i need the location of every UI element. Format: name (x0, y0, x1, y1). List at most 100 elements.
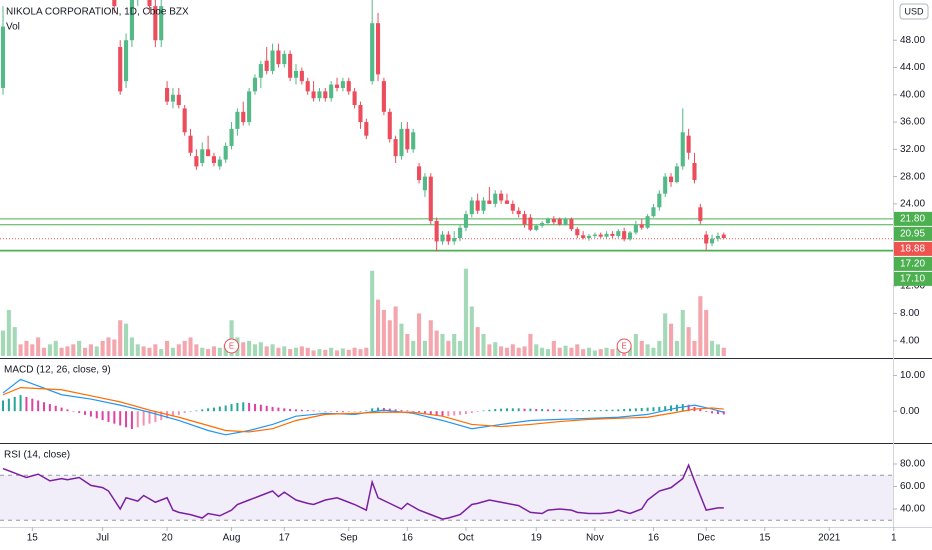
volume-bar (604, 347, 609, 356)
candle-body (663, 176, 668, 194)
candle-body (399, 128, 404, 157)
candle-body (346, 81, 351, 92)
currency-box[interactable] (899, 3, 929, 20)
candle-body (698, 207, 703, 221)
macd-histogram-bar (253, 404, 256, 412)
candle-body (715, 235, 720, 239)
macd-histogram-bar (371, 408, 374, 412)
volume-bar (358, 349, 363, 356)
macd-histogram-bar (13, 396, 16, 412)
level-label-box (894, 211, 932, 226)
candle-body (229, 128, 234, 146)
candle-body (633, 224, 638, 233)
volume-bar (598, 349, 603, 356)
volume-bar (663, 313, 668, 356)
macd-histogram-bar (277, 407, 280, 412)
macd-histogram-bar (230, 404, 233, 412)
candle-body (592, 234, 597, 236)
macd-histogram-bar (541, 409, 544, 412)
macd-histogram-bar (60, 407, 63, 412)
candle-body (112, 0, 117, 7)
price-tick-label: 32.00 (900, 144, 925, 155)
volume-bar (270, 344, 275, 356)
volume-bar (616, 347, 621, 356)
x-tick-label: Dec (697, 533, 715, 544)
macd-histogram-bar (388, 408, 391, 412)
x-tick-label: Nov (586, 533, 604, 544)
candle-body (510, 203, 515, 211)
candle-body (211, 156, 217, 163)
volume-bar (434, 330, 439, 356)
macd-histogram-bar (500, 408, 503, 412)
candle-body (721, 234, 726, 238)
candle-body (668, 176, 674, 183)
macd-histogram-bar (89, 411, 92, 417)
macd-label: MACD (12, 26, close, 9) (4, 365, 111, 376)
volume-bar (100, 340, 105, 356)
volume-bar (516, 347, 521, 356)
candle-body (170, 94, 175, 102)
macd-histogram-bar (207, 408, 210, 412)
x-tick-label: 15 (27, 533, 39, 544)
volume-bar (610, 349, 615, 356)
volume-bar (551, 340, 556, 356)
volume-bar (364, 347, 369, 356)
volume-bar (692, 340, 697, 356)
macd-histogram-bar (289, 409, 292, 412)
rsi-tick-label: 40.00 (900, 504, 925, 515)
volume-tick-label: 4.00 (900, 336, 920, 347)
price-tick-label: 40.00 (900, 89, 925, 100)
volume-bar (135, 344, 140, 356)
volume-bar (698, 296, 703, 356)
candle-body (598, 234, 603, 237)
volume-bar (469, 306, 474, 356)
volume-bar (36, 337, 41, 356)
volume-bar (352, 347, 357, 356)
volume-bar (176, 344, 181, 356)
macd-histogram-bar (482, 410, 485, 412)
volume-bar (715, 344, 720, 356)
volume-bar (182, 340, 187, 356)
volume-bar (522, 346, 527, 356)
level-label-box (894, 271, 932, 286)
volume-bar (575, 344, 580, 356)
rsi-label: RSI (14, close) (4, 450, 70, 461)
volume-tick-label: 12.00 (900, 281, 925, 292)
candle-body (563, 218, 568, 225)
candle-body (276, 50, 281, 65)
candle-body (223, 145, 228, 160)
volume-bar (510, 344, 515, 356)
volume-bar (475, 327, 480, 356)
macd-histogram-bar (394, 409, 397, 412)
candle-body (674, 166, 679, 183)
macd-histogram-bar (617, 409, 620, 412)
macd-histogram-bar (353, 411, 356, 412)
volume-bar (41, 347, 47, 356)
volume-bar (288, 349, 293, 356)
earnings-marker (224, 338, 240, 354)
candle-body (651, 207, 656, 217)
volume-bar (399, 323, 404, 356)
axes: 48.00 44.00 40.00 36.00 32.00 28.00 24.00 12.00… (27, 35, 932, 544)
volume-bar (59, 347, 64, 356)
macd-histogram-bar (336, 411, 339, 412)
macd-histogram-bar (406, 410, 409, 412)
volume-bar (557, 347, 562, 356)
macd-histogram-bar (19, 395, 22, 412)
candle-body (182, 108, 187, 133)
x-tick-label: Sep (340, 533, 358, 544)
volume-bar (71, 344, 76, 356)
macd-histogram-bar (107, 411, 110, 422)
macd-histogram-bar (306, 410, 309, 412)
volume-bar (282, 346, 287, 356)
macd-histogram-bar (687, 404, 690, 412)
candle-body (522, 214, 527, 225)
candle-body (153, 6, 158, 41)
volume-bar (499, 346, 504, 356)
candle-body (288, 53, 293, 78)
currency[interactable]: USD (904, 6, 924, 16)
rsi-pane (0, 463, 893, 521)
level-label-box (894, 256, 932, 271)
volume-bar (540, 347, 545, 356)
